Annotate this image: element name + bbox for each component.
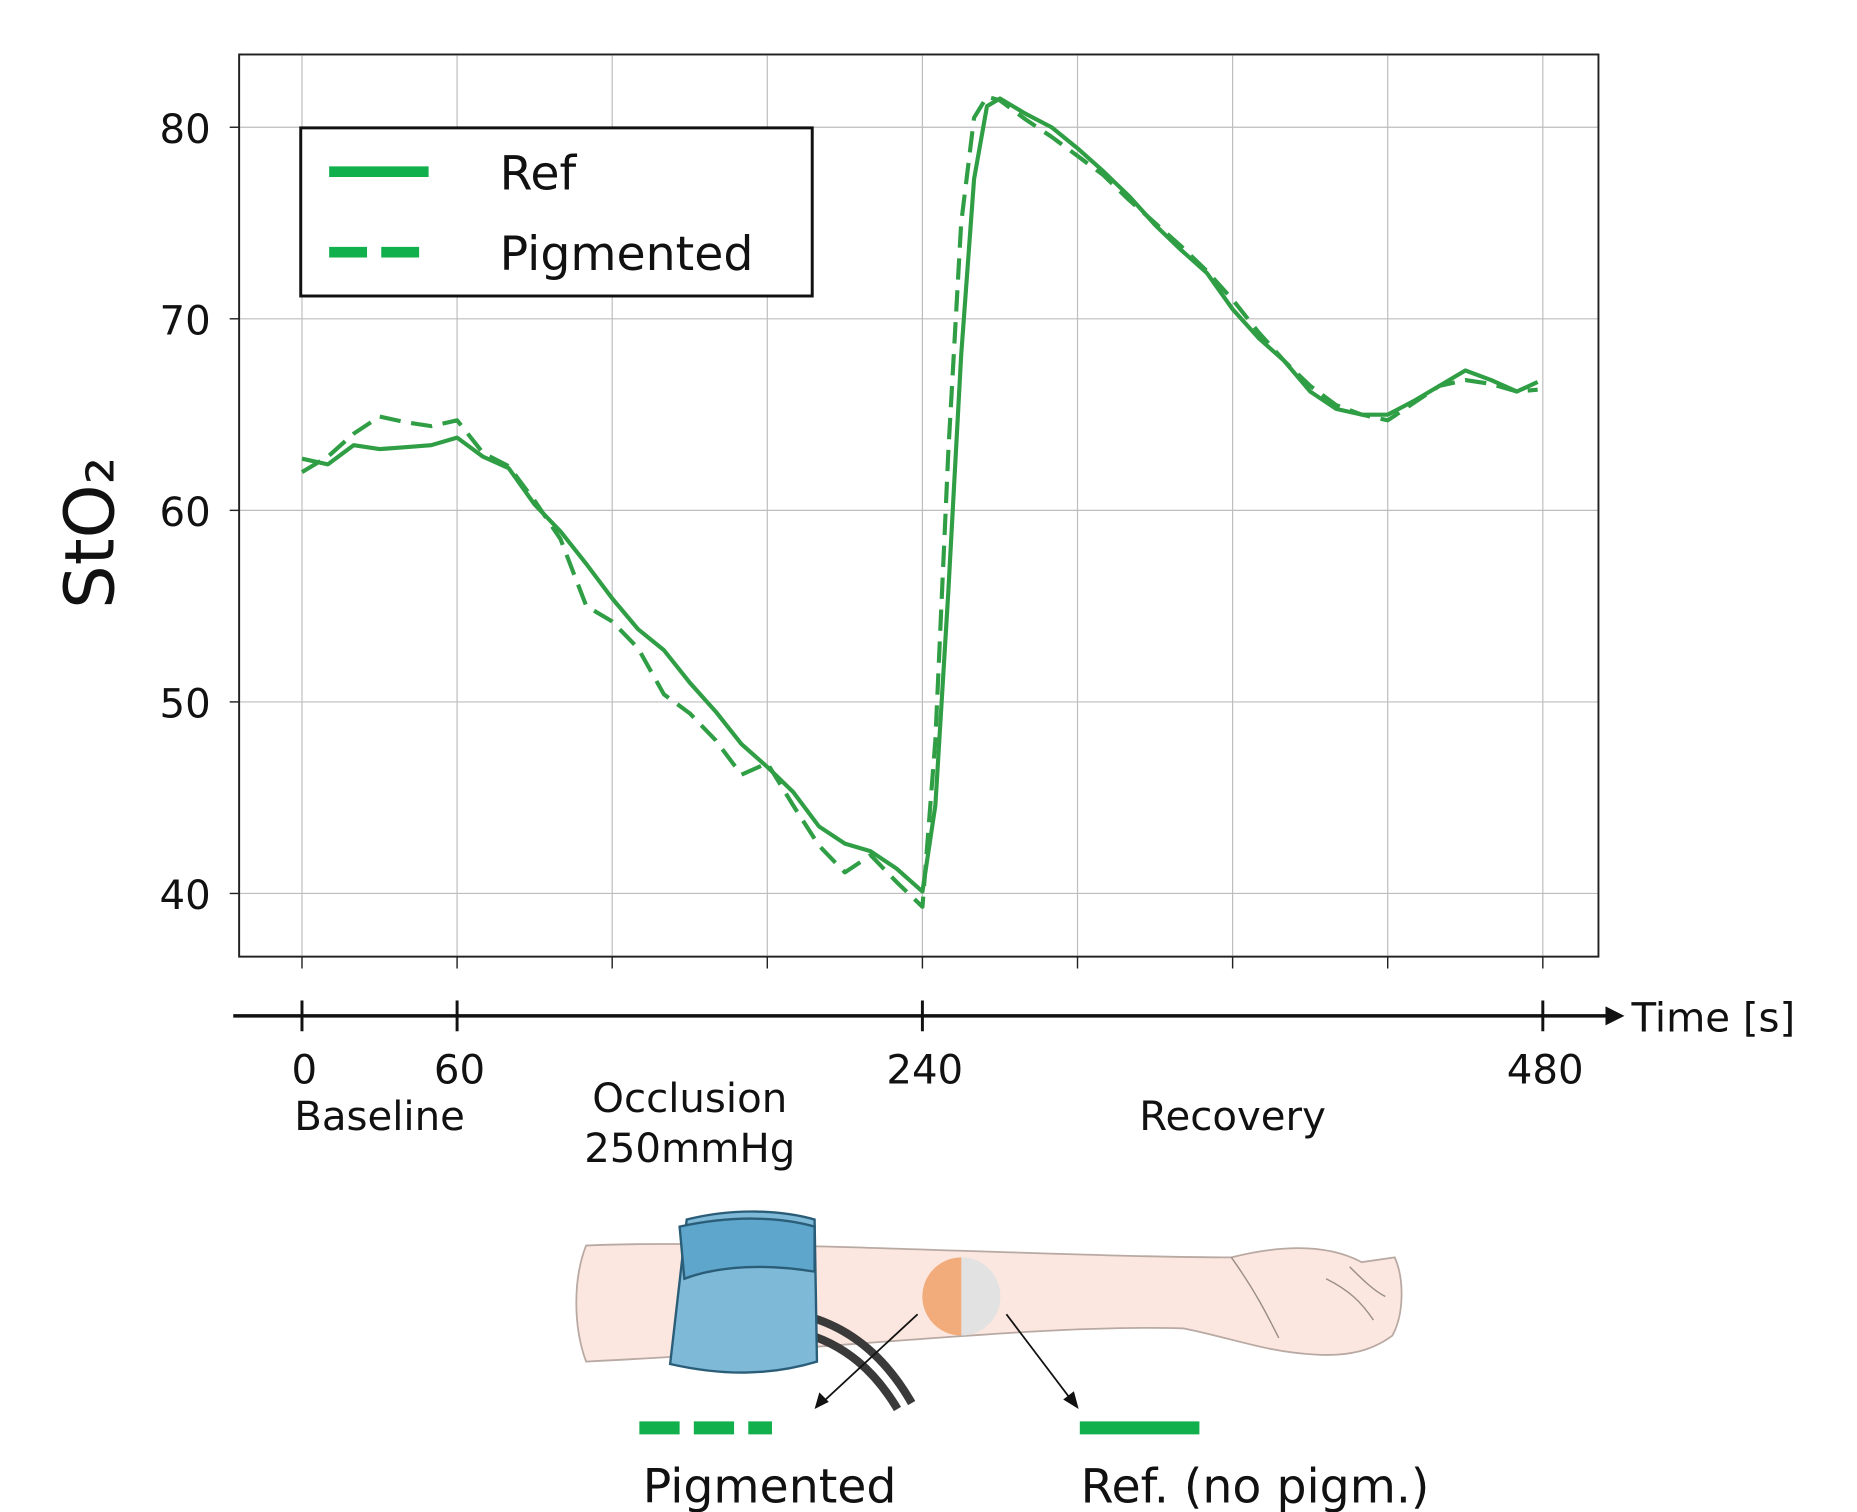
arm-illustration: [575, 1210, 1403, 1412]
phase-label: Occlusion: [592, 1076, 787, 1122]
illustration-label: Pigmented: [643, 1459, 897, 1512]
y-tick-label: 60: [160, 490, 211, 536]
timeline-tick-label: 240: [886, 1048, 963, 1094]
y-tick-label: 70: [160, 299, 211, 345]
sensor-ref: [961, 1257, 1001, 1336]
figure-body: 40 50 60 70 80 StO₂ Ref Pigmented Time [s] 0 60 240…: [51, 53, 1796, 1512]
timeline-label: Time [s]: [1631, 996, 1796, 1042]
sensor-pigmented: [922, 1257, 962, 1336]
arrow-head: [1063, 1391, 1079, 1409]
hand-lines: [1230, 1256, 1386, 1339]
timeline-tick-label: 60: [434, 1048, 485, 1094]
y-tick-label: 50: [160, 682, 211, 728]
plot-frame: [238, 53, 1600, 958]
timeline-tick-label: 0: [292, 1048, 318, 1094]
arrow: [1005, 1313, 1074, 1403]
phase-label: Recovery: [1139, 1094, 1326, 1140]
y-tick-label: 80: [160, 107, 211, 153]
arrow: [819, 1313, 919, 1405]
series-line: [300, 94, 1538, 909]
legend-box: [299, 126, 814, 298]
arrow-head: [814, 1392, 829, 1409]
legend-label: Pigmented: [500, 227, 754, 282]
phase-label: 250mmHg: [584, 1126, 795, 1172]
y-tick-label: 40: [160, 873, 211, 919]
phase-label: Baseline: [294, 1094, 465, 1140]
cuff-top: [678, 1217, 816, 1281]
illustration-label: Ref. (no pigm.): [1081, 1459, 1430, 1512]
timeline-tick-label: 480: [1507, 1048, 1584, 1094]
y-axis-label: StO₂: [51, 457, 131, 609]
legend-label: Ref: [500, 146, 578, 201]
timeline-arrow: [1605, 1006, 1625, 1026]
